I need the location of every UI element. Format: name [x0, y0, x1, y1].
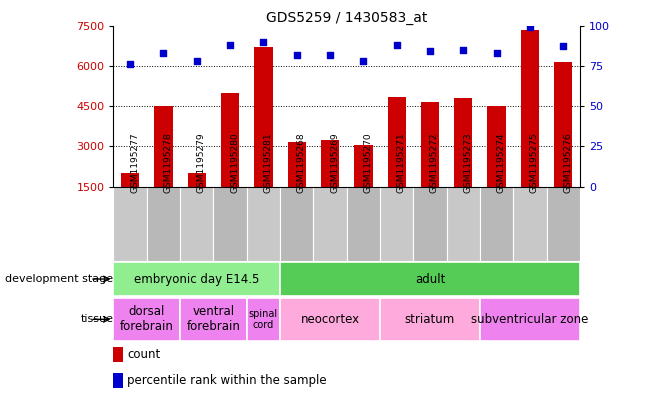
Bar: [280, 298, 380, 341]
Text: GSM1195279: GSM1195279: [197, 132, 205, 193]
Bar: [213, 187, 247, 261]
Bar: [146, 187, 180, 261]
Point: [325, 51, 335, 58]
Text: GSM1195270: GSM1195270: [364, 132, 373, 193]
Bar: [154, 106, 172, 187]
Point: [358, 58, 369, 64]
Bar: [254, 47, 273, 187]
Text: striatum: striatum: [405, 313, 455, 326]
Text: dorsal
forebrain: dorsal forebrain: [120, 305, 174, 333]
Point: [192, 58, 202, 64]
Text: development stage: development stage: [5, 274, 113, 284]
Text: GSM1195278: GSM1195278: [163, 132, 172, 193]
Point: [525, 24, 535, 30]
Text: neocortex: neocortex: [301, 313, 360, 326]
Bar: [547, 187, 580, 261]
Bar: [487, 106, 506, 187]
Text: embryonic day E14.5: embryonic day E14.5: [134, 272, 259, 286]
Bar: [554, 62, 572, 187]
Point: [425, 48, 435, 55]
Bar: [180, 298, 247, 341]
Point: [558, 43, 568, 50]
Bar: [221, 93, 239, 187]
Bar: [321, 140, 339, 187]
Bar: [347, 187, 380, 261]
Text: GSM1195280: GSM1195280: [230, 132, 239, 193]
Text: GSM1195273: GSM1195273: [463, 132, 472, 193]
Bar: [521, 29, 539, 187]
Point: [391, 42, 402, 48]
Point: [458, 46, 469, 53]
Text: subventricular zone: subventricular zone: [471, 313, 588, 326]
Text: GSM1195272: GSM1195272: [430, 132, 439, 193]
Bar: [454, 98, 472, 187]
Text: tissue: tissue: [80, 314, 113, 324]
Bar: [113, 373, 122, 388]
Bar: [421, 102, 439, 187]
Bar: [247, 298, 280, 341]
Bar: [380, 298, 480, 341]
Bar: [288, 142, 306, 187]
Bar: [480, 187, 513, 261]
Point: [125, 61, 135, 67]
Text: GSM1195271: GSM1195271: [397, 132, 406, 193]
Bar: [113, 347, 122, 362]
Bar: [480, 298, 580, 341]
Text: ventral
forebrain: ventral forebrain: [187, 305, 240, 333]
Text: GSM1195269: GSM1195269: [330, 132, 339, 193]
Text: adult: adult: [415, 272, 445, 286]
Point: [158, 50, 168, 56]
Bar: [513, 187, 547, 261]
Bar: [180, 187, 213, 261]
Bar: [113, 262, 280, 296]
Bar: [280, 187, 314, 261]
Bar: [446, 187, 480, 261]
Bar: [113, 298, 180, 341]
Text: GSM1195276: GSM1195276: [563, 132, 572, 193]
Bar: [280, 262, 580, 296]
Bar: [388, 97, 406, 187]
Text: percentile rank within the sample: percentile rank within the sample: [128, 374, 327, 387]
Bar: [113, 187, 146, 261]
Point: [258, 39, 268, 45]
Point: [225, 42, 235, 48]
Title: GDS5259 / 1430583_at: GDS5259 / 1430583_at: [266, 11, 428, 24]
Point: [292, 51, 302, 58]
Text: spinal
cord: spinal cord: [249, 309, 278, 330]
Bar: [354, 145, 373, 187]
Text: GSM1195281: GSM1195281: [263, 132, 272, 193]
Bar: [247, 187, 280, 261]
Bar: [187, 173, 206, 187]
Bar: [121, 173, 139, 187]
Text: GSM1195275: GSM1195275: [530, 132, 539, 193]
Text: GSM1195277: GSM1195277: [130, 132, 139, 193]
Text: GSM1195268: GSM1195268: [297, 132, 306, 193]
Text: GSM1195274: GSM1195274: [496, 132, 505, 193]
Bar: [380, 187, 413, 261]
Text: count: count: [128, 348, 161, 361]
Point: [491, 50, 502, 56]
Bar: [413, 187, 446, 261]
Bar: [314, 187, 347, 261]
